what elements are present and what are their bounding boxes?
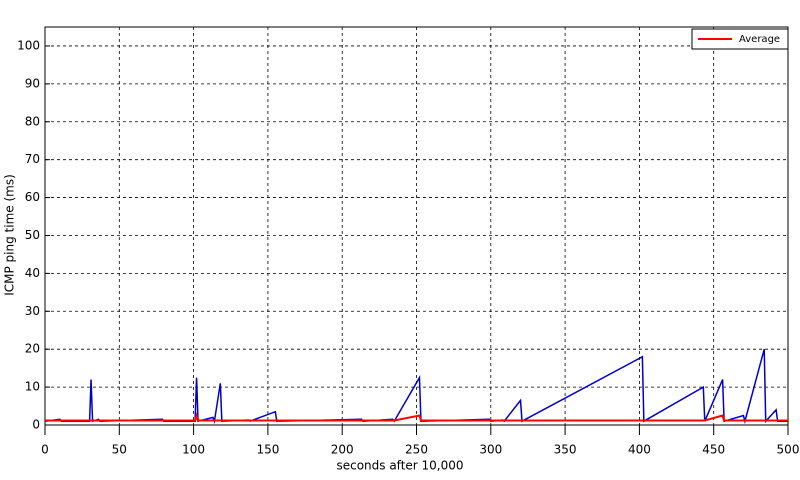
y-tick-label: 100 <box>17 38 40 52</box>
x-tick-label: 150 <box>256 443 279 457</box>
x-tick-label: 350 <box>554 443 577 457</box>
y-tick-label: 50 <box>25 228 40 242</box>
legend-box <box>691 28 789 50</box>
x-axis-label: seconds after 10,000 <box>336 459 463 473</box>
plot-frame <box>44 26 789 426</box>
x-tick-label: 200 <box>331 443 354 457</box>
y-tick-label: 60 <box>25 190 40 204</box>
x-tick-label: 0 <box>41 443 49 457</box>
x-tick-label: 450 <box>702 443 725 457</box>
series-line <box>45 412 788 422</box>
y-tick-label: 20 <box>25 342 40 356</box>
y-axis-label: ICMP ping time (ms) <box>3 174 17 296</box>
x-tick-label: 250 <box>405 443 428 457</box>
y-tick-label: 40 <box>25 266 40 280</box>
x-tick-label: 400 <box>628 443 651 457</box>
x-tick-label: 500 <box>777 443 800 457</box>
y-tick-label: 80 <box>25 114 40 128</box>
x-tick-label: 50 <box>112 443 127 457</box>
y-tick-label: 70 <box>25 152 40 166</box>
x-tick-label: 300 <box>479 443 502 457</box>
y-tick-label: 0 <box>32 418 40 432</box>
y-tick-label: 90 <box>25 76 40 90</box>
y-tick-label: 30 <box>25 304 40 318</box>
y-tick-label: 10 <box>25 380 40 394</box>
x-tick-label: 100 <box>182 443 205 457</box>
legend-label: Average <box>739 34 780 45</box>
